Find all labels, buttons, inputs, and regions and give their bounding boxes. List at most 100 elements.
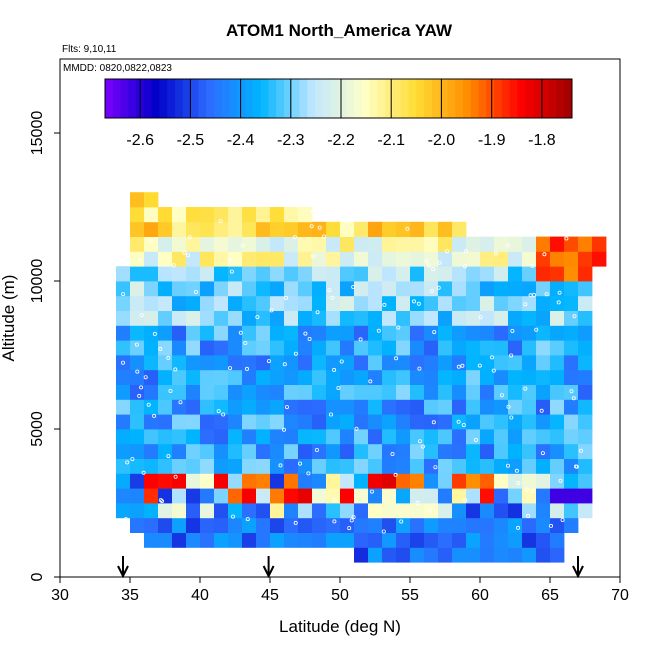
heatmap-cell [326, 296, 340, 311]
heatmap-cell [396, 251, 410, 266]
colorbar-segment [377, 79, 385, 118]
heatmap-cell [200, 237, 214, 252]
heatmap-cell [214, 311, 228, 326]
heatmap-cell [354, 281, 368, 296]
heatmap-cell [200, 518, 214, 533]
heatmap-cell [298, 414, 312, 429]
heatmap-cell [172, 266, 186, 281]
heatmap-cell [508, 547, 522, 562]
heatmap-cell [158, 281, 172, 296]
heatmap-cell [368, 488, 382, 503]
heatmap-cell [200, 473, 214, 488]
heatmap-cell [312, 355, 326, 370]
heatmap-cell [270, 237, 284, 252]
heatmap-cell [508, 325, 522, 340]
heatmap-cell [144, 192, 158, 207]
heatmap-cell [368, 237, 382, 252]
heatmap-cell [564, 518, 578, 533]
heatmap-cell [172, 340, 186, 355]
heatmap-cell [340, 399, 354, 414]
heatmap-cell [326, 429, 340, 444]
heatmap-cell [158, 370, 172, 385]
heatmap-cell [466, 355, 480, 370]
colorbar-segment [533, 79, 541, 118]
heatmap-cell [200, 340, 214, 355]
heatmap-cell [382, 503, 396, 518]
colorbar-segment [300, 79, 308, 118]
colorbar-segment [510, 79, 518, 118]
colorbar-tick-label: -1.9 [478, 132, 506, 149]
heatmap-cell [354, 399, 368, 414]
heatmap-cell [396, 355, 410, 370]
heatmap-cell [200, 370, 214, 385]
heatmap-cell [382, 385, 396, 400]
heatmap-cell [284, 311, 298, 326]
colorbar-segment [268, 79, 276, 118]
heatmap-cell [144, 444, 158, 459]
heatmap-cell [396, 488, 410, 503]
heatmap-cell [312, 518, 326, 533]
heatmap-cell [536, 355, 550, 370]
heatmap-cell [186, 459, 200, 474]
heatmap-cell [494, 547, 508, 562]
heatmap-cell [536, 518, 550, 533]
heatmap-cell [172, 533, 186, 548]
heatmap-cell [494, 518, 508, 533]
heatmap-cell [522, 444, 536, 459]
heatmap-cell [354, 385, 368, 400]
heatmap-cell [326, 503, 340, 518]
colorbar-segment [409, 79, 417, 118]
chart-title: ATOM1 North_America YAW [226, 21, 453, 40]
heatmap-cell [578, 325, 592, 340]
heatmap-cell [578, 473, 592, 488]
heatmap-cell [186, 385, 200, 400]
heatmap-cell [452, 222, 466, 237]
heatmap-cell [172, 370, 186, 385]
heatmap-cell [172, 503, 186, 518]
y-tick-label: 0 [29, 572, 46, 581]
heatmap-cell [298, 473, 312, 488]
colorbar-segment [362, 79, 370, 118]
heatmap-cell [508, 488, 522, 503]
heatmap-cell [508, 266, 522, 281]
heatmap-cell [578, 251, 592, 266]
heatmap-cell [172, 518, 186, 533]
heatmap-cell [270, 340, 284, 355]
heatmap-cell [312, 459, 326, 474]
heatmap-cell [536, 296, 550, 311]
dates-label: MMDD: 0820,0822,0823 [63, 63, 172, 74]
heatmap-cell [396, 266, 410, 281]
heatmap-cell [382, 355, 396, 370]
heatmap-cell [536, 311, 550, 326]
heatmap-cell [550, 355, 564, 370]
heatmap-cell [354, 370, 368, 385]
heatmap-cell [550, 547, 564, 562]
heatmap-cell [242, 266, 256, 281]
heatmap-cell [158, 207, 172, 222]
heatmap-cell [410, 325, 424, 340]
heatmap-cell [480, 385, 494, 400]
heatmap-cell [396, 296, 410, 311]
heatmap-cell [228, 459, 242, 474]
heatmap-cell [438, 533, 452, 548]
heatmap-cell [312, 399, 326, 414]
heatmap-cell [214, 459, 228, 474]
heatmap-cell [116, 399, 130, 414]
heatmap-cell [284, 281, 298, 296]
heatmap-cell [522, 311, 536, 326]
heatmap-cell [410, 355, 424, 370]
heatmap-cell [494, 488, 508, 503]
heatmap-cell [508, 311, 522, 326]
heatmap-cell [452, 414, 466, 429]
heatmap-cell [326, 473, 340, 488]
heatmap-cell [354, 311, 368, 326]
colorbar-segment [385, 79, 393, 118]
heatmap-cell [144, 296, 158, 311]
heatmap-cell [396, 311, 410, 326]
heatmap-cell [424, 237, 438, 252]
heatmap-cell [116, 311, 130, 326]
heatmap-cells [116, 192, 606, 562]
heatmap-cell [354, 266, 368, 281]
heatmap-cell [186, 266, 200, 281]
heatmap-cell [438, 325, 452, 340]
